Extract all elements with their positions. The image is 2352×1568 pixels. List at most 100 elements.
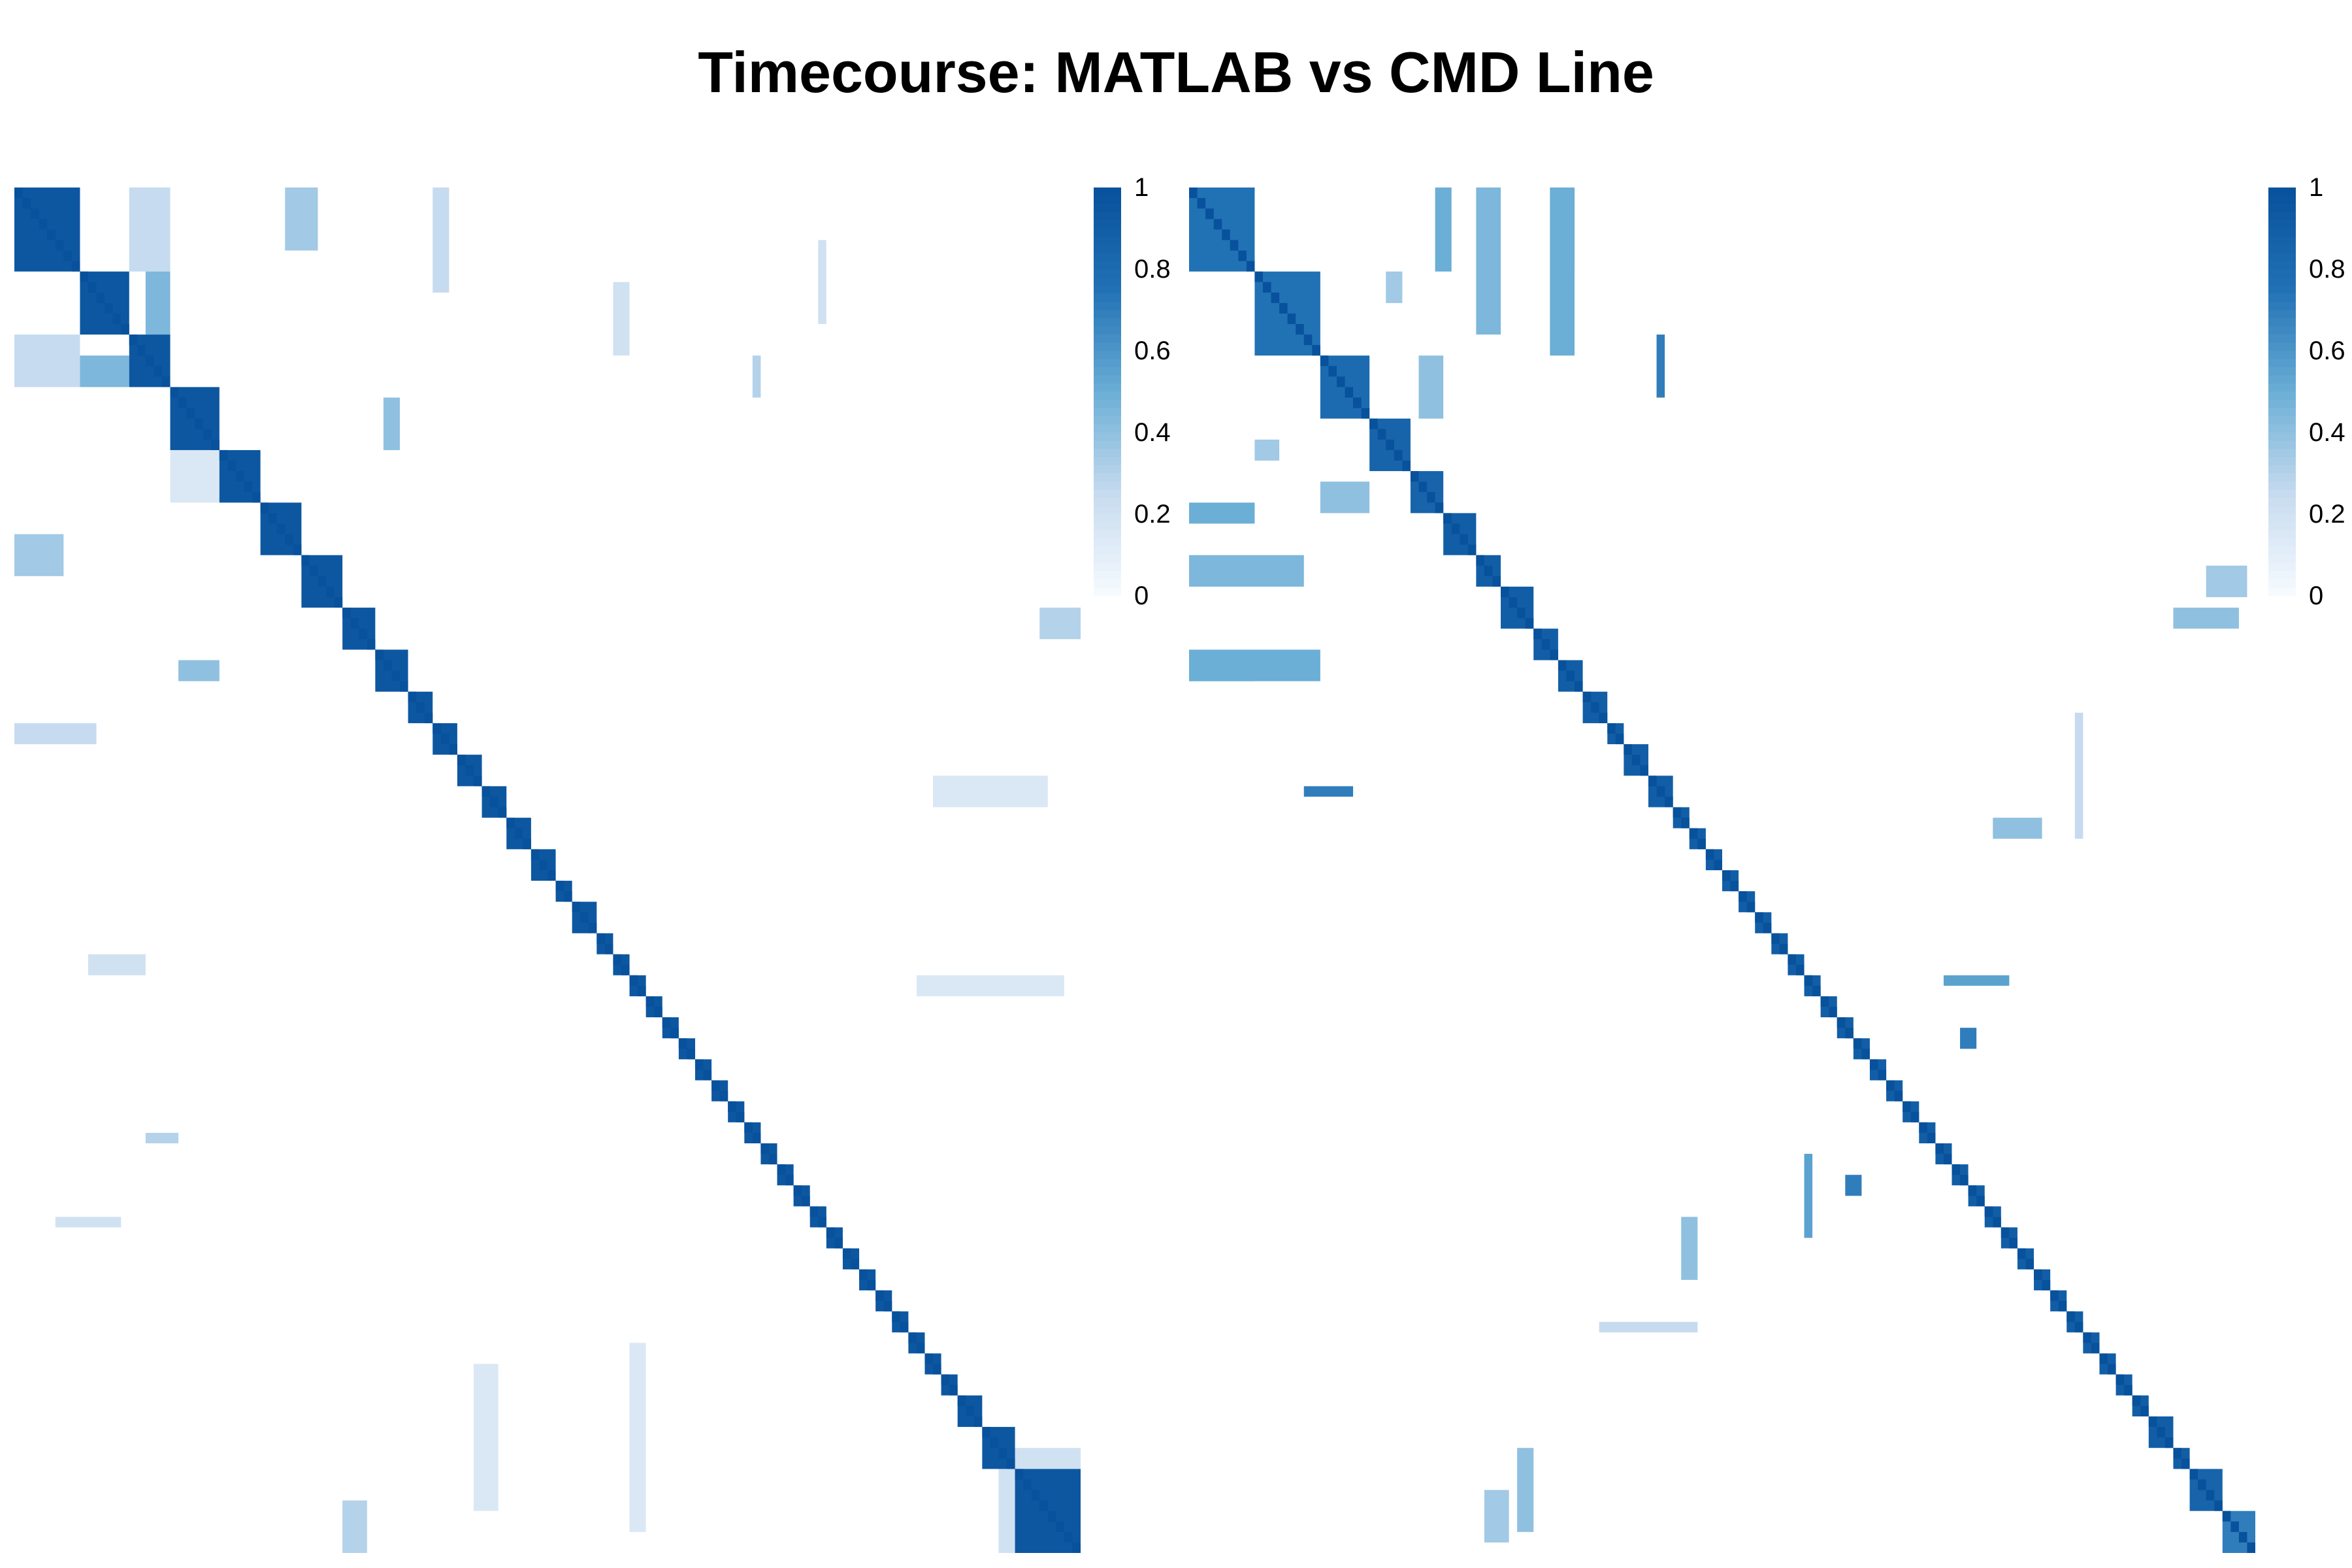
heatmap-diagonal-cell [1345, 387, 1354, 398]
colorbar-segment [1094, 286, 1121, 294]
heatmap-diagonal-cell [457, 755, 466, 766]
heatmap-diagonal-cell [39, 219, 48, 230]
heatmap-diagonal-cell [1320, 355, 1329, 367]
colorbar-tick-label: 0 [2309, 581, 2324, 610]
heatmap-diagonal-cell [309, 565, 318, 576]
heatmap-cell-offdiag [342, 1500, 367, 1553]
colorbar-matlab [1094, 188, 1121, 596]
heatmap-diagonal-cell [2025, 1258, 2034, 1269]
heatmap-diagonal-cell [383, 660, 392, 671]
heatmap-diagonal-cell [359, 629, 367, 640]
heatmap-diagonal-cell [990, 1437, 999, 1448]
heatmap-diagonal-cell [580, 912, 589, 923]
heatmap-diagonal-cell [474, 776, 482, 787]
colorbar-segment [1094, 269, 1121, 278]
heatmap-diagonal-cell [22, 198, 31, 209]
colorbar-segment [2268, 580, 2296, 588]
heatmap-diagonal-cell [670, 1028, 679, 1039]
heatmap-diagonal-cell [1312, 345, 1320, 356]
heatmap-diagonal-cell [982, 1427, 990, 1438]
colorbar-segment [1094, 538, 1121, 547]
heatmap-diagonal-cell [1238, 250, 1247, 261]
heatmap-diagonal-cell [55, 240, 64, 251]
heatmap-diagonal-cell [2198, 1479, 2206, 1490]
heatmap-diagonal-cell [227, 461, 236, 472]
heatmap-diagonal-cell [1763, 923, 1772, 934]
heatmap-cell-offdiag [1960, 1028, 1977, 1049]
heatmap-diagonal-cell [2230, 1521, 2239, 1532]
colorbar-tick-label: 0.2 [1134, 500, 1171, 529]
heatmap-diagonal-cell [1402, 461, 1411, 472]
colorbar-tick-label: 0.4 [1134, 418, 1171, 447]
colorbar-segment [2268, 310, 2296, 319]
heatmap-diagonal-cell [1960, 1175, 1968, 1186]
heatmap-diagonal-cell [2247, 1542, 2255, 1553]
heatmap-diagonal-cell [785, 1175, 794, 1186]
colorbar-segment [2268, 367, 2296, 376]
heatmap-diagonal-cell [1919, 1122, 1927, 1133]
heatmap-matlab [14, 188, 1081, 1553]
heatmap-diagonal-cell [1624, 744, 1632, 755]
heatmap-diagonal-cell [2157, 1427, 2165, 1438]
heatmap-diagonal-cell [96, 292, 105, 303]
colorbar-segment [1094, 310, 1121, 319]
heatmap-diagonal-cell [802, 1196, 810, 1207]
heatmap-diagonal-cell [1023, 1479, 1032, 1490]
heatmap-diagonal-cell [1361, 408, 1370, 419]
heatmap-diagonal-cell [121, 324, 129, 335]
heatmap-diagonal-cell [440, 734, 449, 745]
heatmap-diagonal-cell [1861, 1049, 1870, 1060]
heatmap-diagonal-cell [2148, 1416, 2157, 1428]
heatmap-diagonal-cell [342, 608, 351, 619]
heatmap-diagonal-cell [1336, 376, 1345, 387]
colorbar-segment [1094, 400, 1121, 408]
colorbar-tick-label: 0.6 [2309, 336, 2345, 365]
heatmap-cell-offdiag [1943, 975, 2010, 986]
colorbar-tick-label: 1 [1134, 173, 1149, 202]
heatmap-diagonal-cell [1015, 1469, 1024, 1480]
heatmap-diagonal-cell [1031, 1490, 1040, 1501]
heatmap-diagonal-cell [1254, 271, 1263, 282]
heatmap-diagonal-cell [1303, 335, 1313, 346]
heatmap-diagonal-cell [1739, 891, 1747, 902]
colorbar-segment [1094, 563, 1121, 572]
colorbar-segment [2268, 400, 2296, 408]
colorbar-segment [2268, 457, 2296, 466]
colorbar-segment [2268, 237, 2296, 245]
colorbar-segment [2268, 293, 2296, 302]
colorbar-segment [1094, 433, 1121, 441]
heatmap-cell-offdiag [1189, 502, 1255, 524]
heatmap-diagonal-cell [219, 449, 228, 461]
heatmap-cell-offdiag [1476, 188, 1501, 335]
heatmap-diagonal-cell [1968, 1185, 1977, 1196]
heatmap-cell-offdiag [613, 282, 630, 356]
heatmap-cell-offdiag [129, 188, 171, 272]
heatmap-diagonal-cell [1262, 282, 1271, 293]
heatmap-diagonal-cell [1517, 608, 1526, 619]
heatmap-diagonal-cell [662, 1017, 671, 1028]
heatmap-diagonal-cell [1681, 817, 1690, 828]
heatmap-diagonal-cell [318, 576, 327, 587]
colorbar-segment [2268, 473, 2296, 482]
colorbar-segment [2268, 489, 2296, 498]
colorbar-segment [1094, 555, 1121, 564]
heatmap-diagonal-cell [1779, 943, 1788, 955]
colorbar-tick-label: 0.6 [1134, 336, 1171, 365]
heatmap-cell-offdiag [1993, 817, 2042, 839]
heatmap-diagonal-cell [555, 881, 564, 892]
colorbar-segment [2268, 482, 2296, 490]
colorbar-segment [1094, 293, 1121, 302]
heatmap-diagonal-cell [1064, 1531, 1073, 1543]
heatmap-diagonal-cell [1730, 881, 1739, 892]
heatmap-diagonal-cell [867, 1280, 876, 1291]
heatmap-diagonal-cell [47, 229, 56, 240]
heatmap-diagonal-cell [2083, 1332, 2091, 1343]
heatmap-diagonal-cell [1246, 261, 1255, 272]
heatmap-cell-offdiag [88, 954, 146, 975]
colorbar-segment [1094, 440, 1121, 449]
heatmap-diagonal-cell [1804, 975, 1813, 986]
colorbar-segment [1094, 326, 1121, 335]
colorbar-segment [1094, 188, 1121, 196]
heatmap-diagonal-cell [1771, 933, 1780, 944]
heatmap-diagonal-cell [350, 618, 359, 629]
